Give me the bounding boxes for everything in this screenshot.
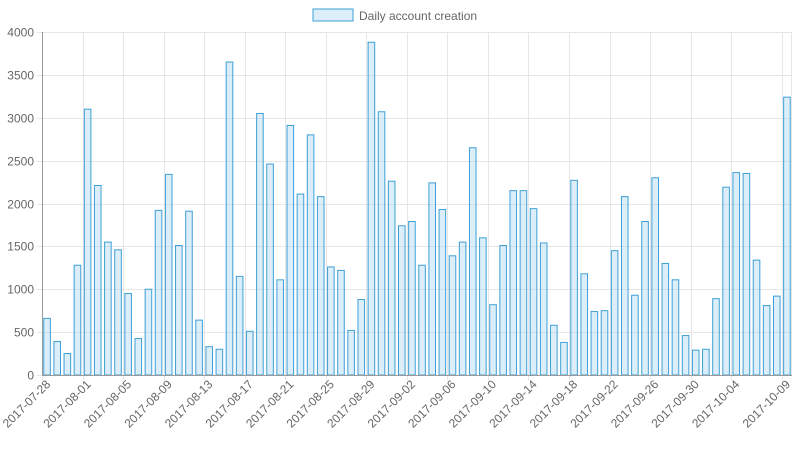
bar[interactable]	[53, 341, 61, 376]
bar[interactable]	[773, 295, 781, 376]
bar[interactable]	[316, 196, 325, 376]
bar[interactable]	[154, 209, 163, 376]
axes	[42, 32, 792, 376]
y-tick-label: 1000	[7, 283, 34, 297]
bar[interactable]	[43, 317, 51, 376]
bar[interactable]	[164, 173, 173, 376]
bar[interactable]	[83, 108, 92, 376]
bar[interactable]	[63, 353, 72, 376]
bar[interactable]	[580, 273, 589, 376]
y-tick-label: 3500	[7, 69, 34, 83]
bar[interactable]	[783, 96, 791, 376]
bar[interactable]	[124, 293, 132, 376]
y-tick-labels: 0 500 1000 1500 2000 2500 3000 3500 4000	[7, 26, 34, 383]
bar[interactable]	[722, 186, 730, 376]
bar[interactable]	[347, 329, 355, 376]
bar[interactable]	[367, 41, 376, 376]
bar[interactable]	[144, 288, 153, 376]
bar[interactable]	[104, 241, 112, 376]
legend[interactable]: Daily account creation	[312, 8, 477, 23]
bar[interactable]	[357, 299, 366, 376]
bar[interactable]	[185, 210, 193, 376]
bar[interactable]	[529, 208, 538, 376]
bar[interactable]	[114, 249, 122, 376]
bar[interactable]	[215, 348, 224, 376]
bar[interactable]	[681, 335, 690, 376]
x-tick-label: 2017-10-09	[740, 377, 794, 431]
bar[interactable]	[519, 190, 528, 376]
bar[interactable]	[438, 209, 447, 376]
legend-swatch	[312, 8, 354, 22]
y-tick-label: 500	[14, 326, 34, 340]
bar[interactable]	[570, 179, 578, 376]
x-tick-labels: 2017-07-282017-08-012017-08-052017-08-09…	[0, 377, 793, 431]
bar[interactable]	[408, 221, 416, 376]
bar[interactable]	[398, 225, 406, 376]
bar[interactable]	[337, 269, 345, 376]
bar[interactable]	[752, 259, 761, 376]
bar[interactable]	[377, 111, 386, 376]
bar[interactable]	[590, 311, 599, 376]
gridlines	[37, 32, 792, 380]
bar[interactable]	[489, 304, 497, 376]
bar[interactable]	[620, 196, 629, 376]
bar[interactable]	[266, 163, 274, 376]
bar[interactable]	[610, 250, 619, 376]
bar[interactable]	[235, 275, 244, 376]
bar[interactable]	[327, 266, 335, 376]
bar[interactable]	[732, 172, 741, 376]
bar[interactable]	[499, 245, 507, 376]
bar[interactable]	[651, 177, 659, 376]
bar[interactable]	[175, 245, 183, 376]
bar[interactable]	[286, 124, 295, 376]
bar[interactable]	[550, 324, 558, 376]
bar[interactable]	[661, 263, 670, 376]
bar[interactable]	[448, 255, 457, 376]
bar[interactable]	[671, 279, 680, 376]
bar[interactable]	[306, 134, 315, 376]
bar[interactable]	[93, 184, 102, 376]
bar[interactable]	[418, 264, 426, 376]
bar[interactable]	[296, 193, 305, 376]
bar[interactable]	[245, 330, 254, 376]
bar[interactable]	[712, 298, 720, 376]
y-tick-label: 3000	[7, 112, 34, 126]
y-tick-label: 4000	[7, 26, 34, 40]
bar[interactable]	[641, 221, 649, 376]
bar[interactable]	[428, 182, 437, 376]
bar[interactable]	[560, 341, 568, 376]
bar[interactable]	[205, 346, 214, 376]
y-tick-label: 0	[27, 369, 34, 383]
bar[interactable]	[702, 348, 710, 376]
y-tick-label: 1500	[7, 240, 34, 254]
bar[interactable]	[539, 242, 548, 376]
bar[interactable]	[73, 264, 82, 376]
bar[interactable]	[479, 237, 487, 376]
bar[interactable]	[134, 338, 143, 376]
bar[interactable]	[509, 190, 518, 376]
bars	[43, 41, 791, 376]
legend-label: Daily account creation	[359, 9, 477, 23]
bar[interactable]	[256, 112, 264, 376]
bar[interactable]	[276, 279, 284, 376]
bar[interactable]	[225, 61, 234, 376]
y-tick-label: 2500	[7, 155, 34, 169]
bar[interactable]	[631, 294, 639, 376]
y-tick-label: 2000	[7, 198, 34, 212]
bar[interactable]	[387, 180, 396, 376]
bar[interactable]	[742, 172, 751, 376]
bar[interactable]	[195, 319, 203, 376]
bar[interactable]	[691, 349, 700, 376]
bar[interactable]	[458, 241, 467, 376]
bar[interactable]	[762, 305, 771, 376]
bar[interactable]	[468, 147, 477, 376]
bar[interactable]	[600, 310, 609, 376]
